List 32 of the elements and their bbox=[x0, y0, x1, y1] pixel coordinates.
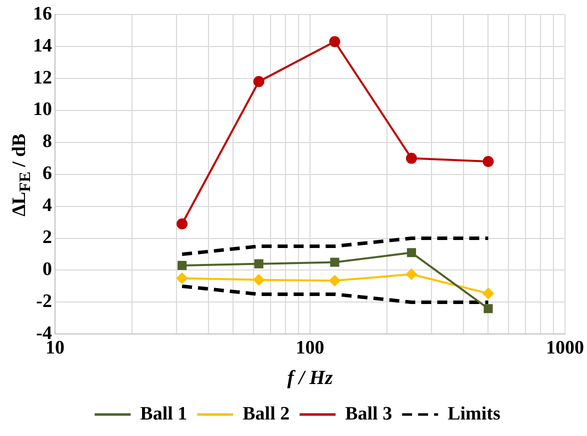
legend-label: Ball 3 bbox=[345, 403, 392, 424]
point bbox=[253, 76, 264, 88]
y-tick-label: 16 bbox=[33, 3, 52, 24]
legend-label: Ball 2 bbox=[242, 403, 290, 424]
point bbox=[329, 275, 340, 286]
y-tick-label: 6 bbox=[42, 163, 52, 184]
point bbox=[329, 36, 340, 48]
point bbox=[178, 260, 187, 270]
y-tick-label: 8 bbox=[42, 131, 52, 152]
point bbox=[253, 274, 264, 286]
y-tick-label: 2 bbox=[42, 227, 52, 248]
point bbox=[176, 218, 188, 230]
y-tick-label: 10 bbox=[33, 99, 52, 120]
y-tick-label: 14 bbox=[33, 35, 52, 56]
point bbox=[482, 156, 494, 168]
y-tick-label: 12 bbox=[33, 67, 52, 88]
point bbox=[254, 259, 264, 268]
x-axis-title: f / Hz bbox=[287, 367, 333, 390]
legend-label: Limits bbox=[448, 403, 500, 424]
y-tick-label: 4 bbox=[42, 195, 52, 216]
x-tick-label: 1000 bbox=[546, 338, 584, 359]
point bbox=[330, 258, 340, 267]
y-tick-label: -2 bbox=[36, 291, 52, 312]
point bbox=[176, 272, 188, 284]
point bbox=[406, 268, 417, 280]
point bbox=[484, 304, 493, 314]
point bbox=[482, 288, 494, 299]
y-tick-label: 0 bbox=[42, 259, 52, 280]
point bbox=[406, 248, 416, 258]
legend-label: Ball 1 bbox=[140, 403, 188, 424]
x-tick-label: 100 bbox=[296, 338, 324, 359]
point bbox=[406, 152, 417, 164]
